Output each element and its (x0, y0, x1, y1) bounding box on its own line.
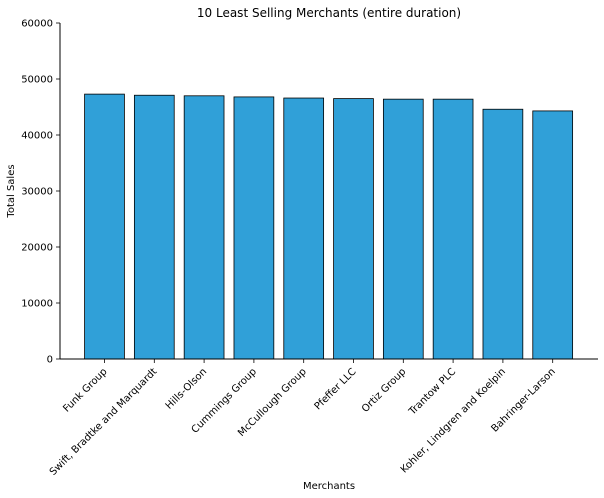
bar-9 (482, 108, 524, 360)
y-tick-label: 50000 (21, 75, 53, 86)
x-tick-label: Hills-Olson (164, 366, 209, 411)
y-tick-label: 10000 (21, 299, 53, 310)
x-axis-title: Merchants (303, 481, 355, 492)
x-tick-label: Swift, Bradtke and Marquardt (48, 366, 160, 478)
x-tick-label: Funk Group (61, 366, 109, 414)
chart-title: 10 Least Selling Merchants (entire durat… (197, 6, 461, 20)
y-tick-label: 0 (47, 355, 53, 366)
x-tick-label: Pfeffer LLC (313, 366, 359, 412)
bar-5 (283, 97, 325, 360)
y-tick-label: 30000 (21, 187, 53, 198)
bar-4 (233, 96, 275, 360)
x-tick-label: Trantow PLC (406, 366, 458, 418)
bar-2 (133, 94, 175, 360)
bar-3 (183, 95, 225, 360)
y-axis: 0 10000 20000 30000 40000 50000 60000 (21, 19, 61, 366)
y-tick-label: 40000 (21, 131, 53, 142)
y-axis-title: Total Sales (6, 164, 17, 218)
bar-6 (333, 98, 374, 360)
x-tick-label: Kohler, Lindgren and Koelpin (399, 366, 508, 475)
y-tick-label: 60000 (21, 19, 53, 30)
bar-1 (84, 93, 125, 360)
bar-10 (532, 110, 574, 360)
x-tick-label: Ortiz Group (360, 366, 408, 414)
bar-8 (432, 98, 474, 360)
y-tick-label: 20000 (21, 243, 53, 254)
bar-7 (382, 98, 424, 360)
bars-group (84, 93, 574, 360)
